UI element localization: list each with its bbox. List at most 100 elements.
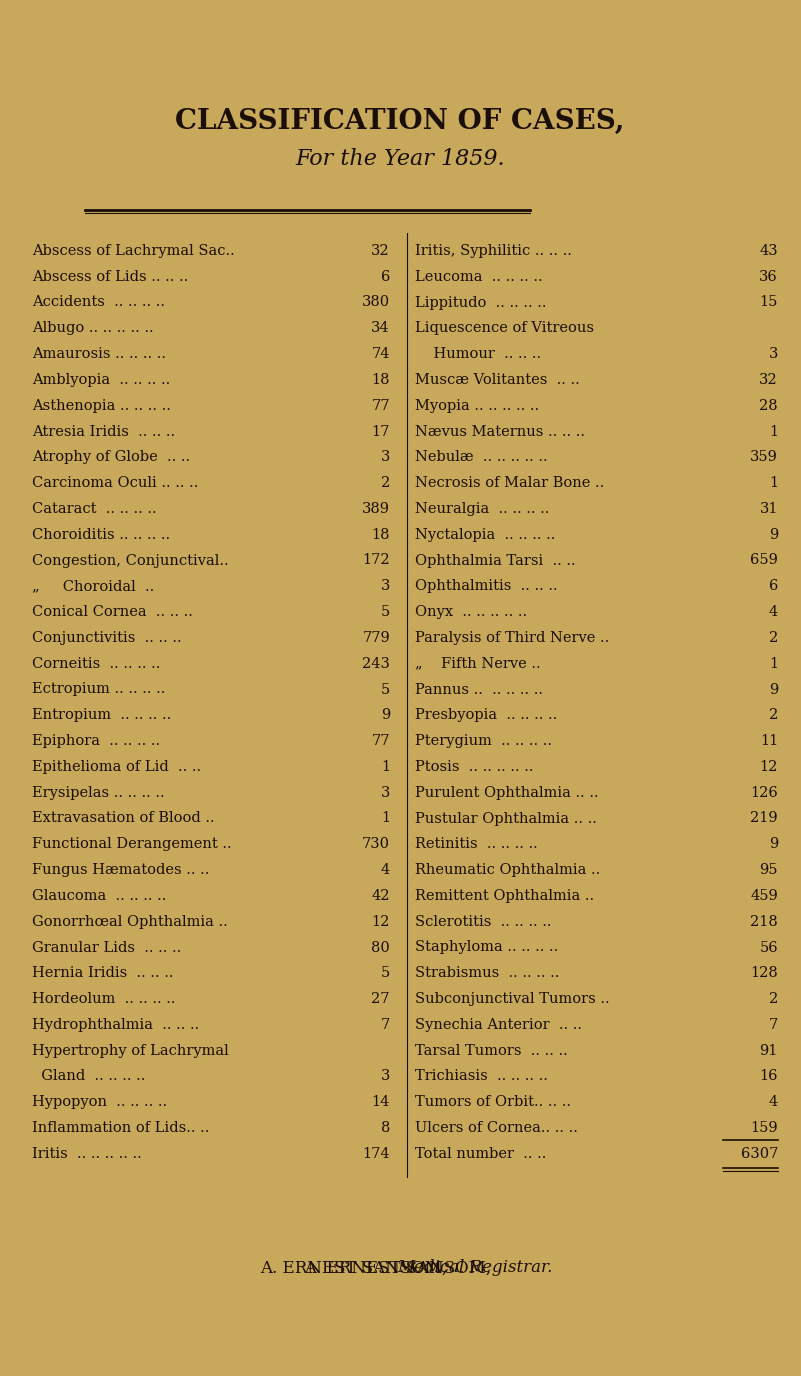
Text: Pannus ..  .. .. .. ..: Pannus .. .. .. .. .. bbox=[415, 682, 543, 696]
Text: 5: 5 bbox=[380, 605, 390, 619]
Text: 77: 77 bbox=[372, 399, 390, 413]
Text: 359: 359 bbox=[750, 450, 778, 464]
Text: „     Choroidal  ..: „ Choroidal .. bbox=[32, 579, 155, 593]
Text: Ophthalmia Tarsi  .. ..: Ophthalmia Tarsi .. .. bbox=[415, 553, 576, 567]
Text: 6: 6 bbox=[380, 270, 390, 283]
Text: Cataract  .. .. .. ..: Cataract .. .. .. .. bbox=[32, 502, 157, 516]
Text: 389: 389 bbox=[362, 502, 390, 516]
Text: Humour  .. .. ..: Humour .. .. .. bbox=[415, 347, 541, 361]
Text: Iritis  .. .. .. .. ..: Iritis .. .. .. .. .. bbox=[32, 1148, 142, 1161]
Text: Hypopyon  .. .. .. ..: Hypopyon .. .. .. .. bbox=[32, 1095, 167, 1109]
Text: Lippitudo  .. .. .. ..: Lippitudo .. .. .. .. bbox=[415, 296, 546, 310]
Text: Abscess of Lids .. .. ..: Abscess of Lids .. .. .. bbox=[32, 270, 188, 283]
Text: Remittent Ophthalmia ..: Remittent Ophthalmia .. bbox=[415, 889, 594, 903]
Text: 4: 4 bbox=[769, 1095, 778, 1109]
Text: 7: 7 bbox=[769, 1018, 778, 1032]
Text: Asthenopia .. .. .. ..: Asthenopia .. .. .. .. bbox=[32, 399, 171, 413]
Text: Extravasation of Blood ..: Extravasation of Blood .. bbox=[32, 812, 215, 826]
Text: 2: 2 bbox=[769, 709, 778, 722]
Text: 16: 16 bbox=[759, 1069, 778, 1083]
Text: Erysipelas .. .. .. ..: Erysipelas .. .. .. .. bbox=[32, 786, 165, 799]
Text: 42: 42 bbox=[372, 889, 390, 903]
Text: Amaurosis .. .. .. ..: Amaurosis .. .. .. .. bbox=[32, 347, 166, 361]
Text: 91: 91 bbox=[759, 1044, 778, 1058]
Text: 2: 2 bbox=[380, 476, 390, 490]
Text: 28: 28 bbox=[759, 399, 778, 413]
Text: 27: 27 bbox=[372, 992, 390, 1006]
Text: 12: 12 bbox=[372, 915, 390, 929]
Text: Conical Cornea  .. .. ..: Conical Cornea .. .. .. bbox=[32, 605, 193, 619]
Text: Necrosis of Malar Bone ..: Necrosis of Malar Bone .. bbox=[415, 476, 604, 490]
Text: Epithelioma of Lid  .. ..: Epithelioma of Lid .. .. bbox=[32, 760, 201, 773]
Text: 2: 2 bbox=[769, 632, 778, 645]
Text: Inflammation of Lids.. ..: Inflammation of Lids.. .. bbox=[32, 1121, 209, 1135]
Text: 3: 3 bbox=[380, 786, 390, 799]
Text: 219: 219 bbox=[751, 812, 778, 826]
Text: Ophthalmitis  .. .. ..: Ophthalmitis .. .. .. bbox=[415, 579, 557, 593]
Text: 459: 459 bbox=[751, 889, 778, 903]
Text: CLASSIFICATION OF CASES,: CLASSIFICATION OF CASES, bbox=[175, 107, 625, 135]
Text: 159: 159 bbox=[751, 1121, 778, 1135]
Text: 95: 95 bbox=[759, 863, 778, 877]
Text: 380: 380 bbox=[362, 296, 390, 310]
Text: 36: 36 bbox=[759, 270, 778, 283]
Text: Synechia Anterior  .. ..: Synechia Anterior .. .. bbox=[415, 1018, 582, 1032]
Text: A. ERNEST SANSOM,: A. ERNEST SANSOM, bbox=[304, 1259, 496, 1277]
Text: Gonorrhœal Ophthalmia ..: Gonorrhœal Ophthalmia .. bbox=[32, 915, 227, 929]
Text: 17: 17 bbox=[372, 425, 390, 439]
Text: Tumors of Orbit.. .. ..: Tumors of Orbit.. .. .. bbox=[415, 1095, 571, 1109]
Text: 56: 56 bbox=[759, 941, 778, 955]
Text: 3: 3 bbox=[380, 1069, 390, 1083]
Text: 9: 9 bbox=[769, 682, 778, 696]
Text: Nyctalopia  .. .. .. ..: Nyctalopia .. .. .. .. bbox=[415, 528, 555, 542]
Text: 12: 12 bbox=[759, 760, 778, 773]
Text: 9: 9 bbox=[380, 709, 390, 722]
Text: Hordeolum  .. .. .. ..: Hordeolum .. .. .. .. bbox=[32, 992, 175, 1006]
Text: Muscæ Volitantes  .. ..: Muscæ Volitantes .. .. bbox=[415, 373, 580, 387]
Text: Onyx  .. .. .. .. ..: Onyx .. .. .. .. .. bbox=[415, 605, 527, 619]
Text: Entropium  .. .. .. ..: Entropium .. .. .. .. bbox=[32, 709, 171, 722]
Text: 172: 172 bbox=[362, 553, 390, 567]
Text: Pustular Ophthalmia .. ..: Pustular Ophthalmia .. .. bbox=[415, 812, 597, 826]
Text: 34: 34 bbox=[372, 322, 390, 336]
Text: Strabismus  .. .. .. ..: Strabismus .. .. .. .. bbox=[415, 966, 559, 980]
Text: 659: 659 bbox=[750, 553, 778, 567]
Text: Granular Lids  .. .. ..: Granular Lids .. .. .. bbox=[32, 941, 181, 955]
Text: 174: 174 bbox=[362, 1148, 390, 1161]
Text: Corneitis  .. .. .. ..: Corneitis .. .. .. .. bbox=[32, 656, 160, 670]
Text: 4: 4 bbox=[380, 863, 390, 877]
Text: Abscess of Lachrymal Sac..: Abscess of Lachrymal Sac.. bbox=[32, 244, 235, 257]
Text: Accidents  .. .. .. ..: Accidents .. .. .. .. bbox=[32, 296, 165, 310]
Text: Trichiasis  .. .. .. ..: Trichiasis .. .. .. .. bbox=[415, 1069, 548, 1083]
Text: Ectropium .. .. .. ..: Ectropium .. .. .. .. bbox=[32, 682, 165, 696]
Text: Glaucoma  .. .. .. ..: Glaucoma .. .. .. .. bbox=[32, 889, 167, 903]
Text: Presbyopia  .. .. .. ..: Presbyopia .. .. .. .. bbox=[415, 709, 557, 722]
Text: Fungus Hæmatodes .. ..: Fungus Hæmatodes .. .. bbox=[32, 863, 209, 877]
Text: 31: 31 bbox=[759, 502, 778, 516]
Text: Hypertrophy of Lachrymal: Hypertrophy of Lachrymal bbox=[32, 1044, 229, 1058]
Text: Purulent Ophthalmia .. ..: Purulent Ophthalmia .. .. bbox=[415, 786, 598, 799]
Text: 1: 1 bbox=[769, 656, 778, 670]
Text: Paralysis of Third Nerve ..: Paralysis of Third Nerve .. bbox=[415, 632, 610, 645]
Text: 15: 15 bbox=[759, 296, 778, 310]
Text: Staphyloma .. .. .. ..: Staphyloma .. .. .. .. bbox=[415, 941, 558, 955]
Text: 9: 9 bbox=[769, 528, 778, 542]
Text: 1: 1 bbox=[380, 812, 390, 826]
Text: Carcinoma Oculi .. .. ..: Carcinoma Oculi .. .. .. bbox=[32, 476, 199, 490]
Text: Conjunctivitis  .. .. ..: Conjunctivitis .. .. .. bbox=[32, 632, 182, 645]
Text: For the Year 1859.: For the Year 1859. bbox=[296, 149, 505, 171]
Text: Pterygium  .. .. .. ..: Pterygium .. .. .. .. bbox=[415, 735, 552, 749]
Text: Medical Registrar.: Medical Registrar. bbox=[397, 1259, 553, 1277]
Text: Hydrophthalmia  .. .. ..: Hydrophthalmia .. .. .. bbox=[32, 1018, 199, 1032]
Text: Nævus Maternus .. .. ..: Nævus Maternus .. .. .. bbox=[415, 425, 585, 439]
Text: Retinitis  .. .. .. ..: Retinitis .. .. .. .. bbox=[415, 838, 537, 852]
Text: 80: 80 bbox=[371, 941, 390, 955]
Text: Subconjunctival Tumors ..: Subconjunctival Tumors .. bbox=[415, 992, 610, 1006]
Text: 2: 2 bbox=[769, 992, 778, 1006]
Text: 5: 5 bbox=[380, 966, 390, 980]
Text: 730: 730 bbox=[362, 838, 390, 852]
Text: Atresia Iridis  .. .. ..: Atresia Iridis .. .. .. bbox=[32, 425, 175, 439]
Text: Atrophy of Globe  .. ..: Atrophy of Globe .. .. bbox=[32, 450, 190, 464]
Text: Total number  .. ..: Total number .. .. bbox=[415, 1148, 546, 1161]
Text: 1: 1 bbox=[380, 760, 390, 773]
